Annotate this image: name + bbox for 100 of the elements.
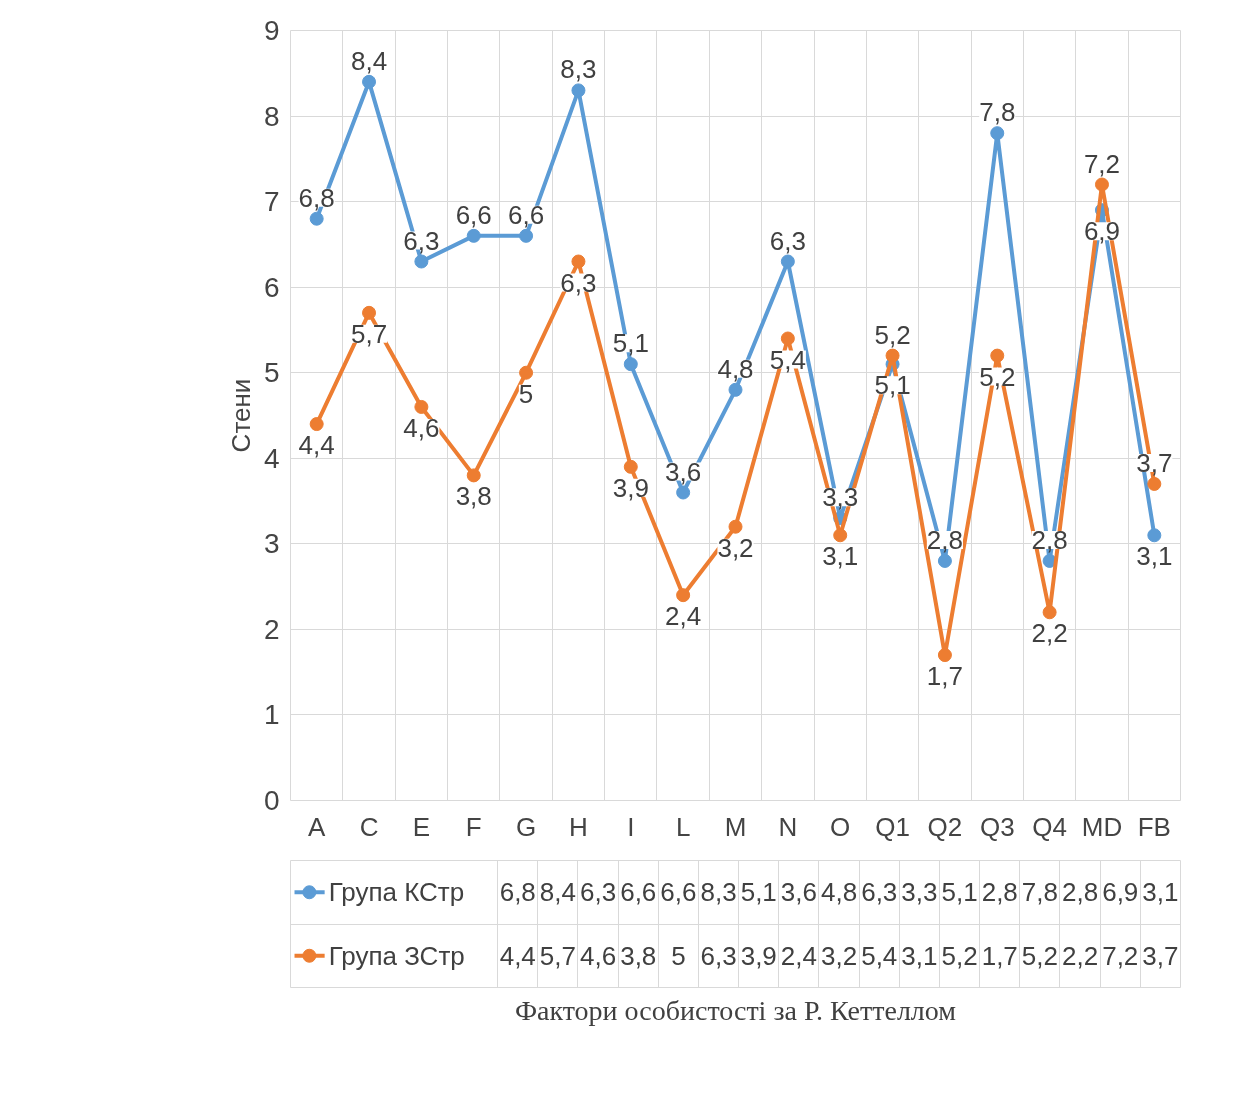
- text: 2,8: [1062, 877, 1099, 908]
- point: [466, 228, 481, 243]
- text: 3,7: [1142, 940, 1179, 971]
- point: [414, 254, 429, 269]
- y-tick-label: 1: [263, 699, 280, 731]
- text: 7,2: [1102, 940, 1139, 971]
- point: [833, 528, 848, 543]
- point: [1094, 177, 1109, 192]
- text: 2,8: [981, 877, 1018, 908]
- data-label: 6,6: [508, 199, 545, 230]
- data-label: 3,2: [717, 532, 754, 563]
- text: 8,4: [539, 877, 576, 908]
- data-label: 7,8: [979, 97, 1016, 128]
- text: 5,7: [539, 940, 576, 971]
- text: 3,2: [821, 940, 858, 971]
- data-label: 4,6: [403, 412, 440, 443]
- y-tick-label: 3: [263, 528, 280, 560]
- point: [990, 126, 1005, 141]
- point: [780, 254, 795, 269]
- text: 5,1: [740, 877, 777, 908]
- data-label: 6,8: [298, 182, 335, 213]
- point: [571, 254, 586, 269]
- x-tick-label: F: [465, 811, 482, 842]
- text: 5,1: [941, 877, 978, 908]
- data-label: 6,3: [560, 267, 597, 298]
- y-tick-label: 9: [263, 15, 280, 46]
- text: 5: [671, 940, 686, 971]
- y-tick-label: 5: [263, 357, 280, 389]
- data-label: 4,4: [298, 430, 335, 461]
- text: 2,4: [780, 940, 817, 971]
- point: [990, 348, 1005, 363]
- text: 5,2: [1021, 940, 1058, 971]
- x-tick-label: Q1: [875, 811, 910, 842]
- y-tick-label: 6: [263, 271, 280, 303]
- point: [676, 485, 691, 500]
- y-axis-title: Стени: [225, 378, 256, 453]
- point: [362, 74, 377, 89]
- point: [623, 357, 638, 372]
- x-tick-label: Q3: [979, 811, 1015, 842]
- point: [362, 305, 377, 320]
- x-tick-label: I: [627, 811, 635, 842]
- x-tick-label: L: [675, 811, 691, 842]
- data-label: 5,2: [979, 361, 1016, 392]
- data-label: 8,4: [350, 45, 388, 76]
- data-label: 3,1: [822, 541, 859, 572]
- data-label: 3,8: [455, 481, 492, 512]
- point: [1147, 476, 1162, 491]
- text: 6,3: [861, 877, 898, 908]
- text: 6,9: [1102, 877, 1139, 908]
- text: 2,2: [1062, 940, 1099, 971]
- point: [1042, 605, 1057, 620]
- data-label: 5,2: [874, 319, 911, 350]
- text: Фактори особистості за Р. Кеттеллом: [514, 994, 957, 1026]
- x-tick-label: MD: [1081, 811, 1123, 842]
- legend-label: Група КСтр: [328, 877, 465, 908]
- y-tick-label: 8: [263, 100, 280, 132]
- data-label: 3,9: [612, 472, 649, 503]
- x-tick-label: Q2: [927, 811, 963, 842]
- point: [414, 399, 429, 414]
- point: [571, 83, 586, 98]
- data-label: 5,1: [874, 370, 911, 401]
- data-label: 3,1: [1136, 541, 1173, 572]
- data-label: 5,7: [350, 318, 388, 349]
- data-label: 1,7: [926, 661, 963, 692]
- point: [466, 468, 481, 483]
- text: 3,1: [901, 940, 938, 971]
- data-label: 8,3: [560, 54, 597, 85]
- data-label: 2,4: [665, 601, 702, 632]
- point: [780, 331, 795, 346]
- point: [309, 417, 324, 432]
- text: 3,1: [1142, 877, 1179, 908]
- text: 4,6: [580, 940, 617, 971]
- text: 6,8: [499, 877, 536, 908]
- x-tick-label: O: [830, 811, 851, 842]
- text: 4,8: [821, 877, 858, 908]
- y-tick-label: 7: [263, 186, 280, 218]
- x-tick-label: C: [359, 811, 379, 842]
- data-label: 6,3: [403, 225, 440, 256]
- point: [728, 519, 743, 534]
- text: 5,2: [941, 940, 978, 971]
- data-label: 3,6: [665, 456, 702, 487]
- text: 7,8: [1021, 877, 1058, 908]
- data-label: 6,3: [769, 225, 806, 256]
- data-label: 5,4: [769, 344, 806, 375]
- point: [676, 588, 691, 603]
- data-label: 7,2: [1083, 148, 1121, 179]
- data-label: 2,8: [926, 524, 963, 555]
- text: 3,8: [620, 940, 657, 971]
- x-tick-label: M: [724, 811, 747, 842]
- y-tick-label: 4: [263, 442, 280, 474]
- x-tick-label: E: [412, 811, 431, 842]
- point: [623, 459, 638, 474]
- text: 6,6: [660, 877, 697, 908]
- data-label: 2,2: [1031, 618, 1068, 649]
- x-tick-label: N: [778, 811, 798, 842]
- point: [728, 382, 743, 397]
- x-tick-label: A: [308, 811, 327, 842]
- data-label: 6,6: [455, 199, 492, 230]
- point: [1147, 528, 1162, 543]
- text: 3,3: [901, 877, 938, 908]
